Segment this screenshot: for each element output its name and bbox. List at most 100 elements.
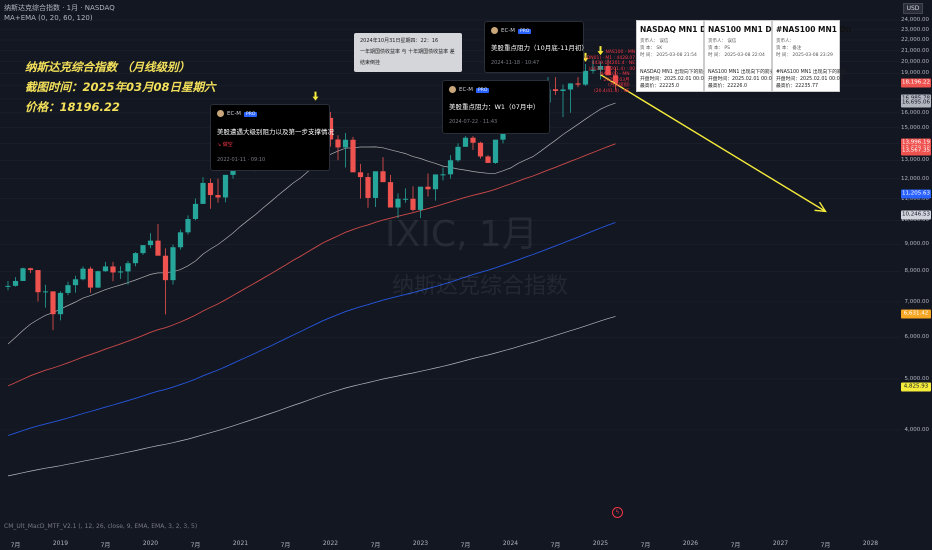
x-tick-label: 2020 [142,540,159,547]
candle [57,292,64,315]
price-tag: 18,196.22 [901,78,931,88]
candle [132,253,139,264]
panel-body: 最高价：22226.0 [708,84,748,89]
y-tick-label: 4,000.00 [904,427,930,433]
alert-panel-hash-nas100[interactable]: #NAS100 MN1 Dn 货币人： 资 本： 备注 时 间： 2025-03… [772,20,851,92]
red-annotation-line: (DN01) · M1 : 4428.07 [585,55,636,61]
candle [35,270,41,293]
candle [215,195,221,198]
symbol-watermark: IXIC, 1月 [385,214,538,255]
candle [560,89,566,91]
candle [147,240,154,246]
candle [395,198,401,208]
symbol-watermark-sub: 纳斯达克综合指数 [392,274,569,299]
y-tick-label: 5,000.00 [904,375,930,382]
panel-body: 开盘时间：2025.02.01 00:00 [640,77,707,82]
candle [12,280,19,286]
callout-timestamp: 2024-07-22 · 11:43 [449,119,498,125]
candle [102,266,109,272]
red-annotation-line: NAS100 - MN [600,72,630,77]
candle [365,177,371,198]
x-tick-label: 7月 [640,542,651,549]
red-annotation-1: NAS100 - MN (DN01) · M1 : 4428.07 4439.1… [585,50,635,72]
price-tag: 11,205.63 [901,189,931,199]
candle [335,139,341,148]
candle [350,139,356,173]
price-tag: 13,996.19 [901,138,931,148]
yield-curve-note[interactable]: 2024年10月31日星期四：22：16 一年期国债收益率 与 十年期国债收益率… [354,33,462,72]
symbol-header: 纳斯达克综合指数 · 1月 · NASDAQ MA+EMA (0, 20, 60… [4,3,115,23]
symbol-line: 纳斯达克综合指数 · 1月 · NASDAQ [4,4,115,12]
chart-grid [0,19,900,431]
panel-title: #NAS100 MN1 Dn [776,25,852,34]
lightning-icon[interactable]: ϟ [612,507,623,518]
idea-callout-1[interactable]: EC-M PRO 美股遭遇大级别阻力以及第一步支撑情况 ↘ 做空 2022-01-… [210,104,334,171]
panel-title: NASDAQ MN1 Dn [640,25,712,34]
ma120-line [7,222,616,436]
candle [65,285,71,293]
alert-panel-nas100[interactable]: NAS100 MN1 Dn 货币人： 误信 资 本： PS 时 间： 2025-… [704,20,777,92]
note-line-2: 一年期国债收益率 与 十年期国债收益率 差 [360,49,455,55]
y-tick-label: 15,000.00 [901,124,929,131]
candle [200,182,206,204]
callout-body: 美股重点阻力（10月底-11月初） [491,44,588,52]
red-annotation-line: 4439.1/4201.4 · NE [591,61,636,66]
red-annotation-line: (20.4/41.8) : NE [594,88,630,94]
candle [342,139,349,148]
pro-badge: PRO [244,112,258,117]
idea-callout-2[interactable]: EC-M PRO 美股重点阻力：W1（07月中） 2024-07-22 · 11:… [442,80,550,134]
macd-indicator-label[interactable]: CM_Ult_MacD_MTF_V2.1 (, 12, 26, close, 9… [4,523,198,530]
candle [207,182,214,196]
currency-badge[interactable]: USD [903,3,923,14]
candle [357,172,364,178]
title-block: 纳斯达克综合指数 （月线级别） 截图时间：2025年03月08日星期六 价格：1… [25,57,216,117]
y-tick-label: 23,000.00 [901,26,929,33]
candle [222,174,229,198]
x-tick-label: 7月 [730,542,741,549]
panel-body: NAS100 MN1 出现向下的箭头 [708,70,775,75]
candle [597,66,604,70]
y-tick-label: 6,000.00 [904,334,930,341]
x-tick-label: 2025 [592,540,609,547]
y-tick-label: 10,000.00 [901,217,929,224]
note-line-3: 结束倒挂 [360,60,381,66]
red-annotation-line: 2025年03月 [603,77,630,83]
x-tick-label: 2027 [772,540,789,547]
author-name: EC-M [459,87,474,93]
y-tick-label: 20,000.00 [901,58,929,65]
panel-meta: 时 间： 2025-03-08 23:29 [776,53,833,58]
down-arrow-icon [582,52,589,62]
alert-panel-nasdaq[interactable]: NASDAQ MN1 Dn 货币人： 误信 资 本： SK 时 间： 2025-… [636,20,712,92]
price-tag: 4,825.93 [901,382,931,392]
avatar [491,27,498,34]
author-name: EC-M [501,28,516,34]
candle [417,186,424,210]
panel-body: 最高价：22225.0 [640,84,680,89]
candle [567,83,574,90]
x-tick-label: 7月 [280,542,291,549]
y-tick-label: 13,000.00 [901,157,929,164]
callout-timestamp: 2024-11-18 · 10:47 [491,60,540,66]
idea-callout-3[interactable]: EC-M PRO 美股重点阻力（10月底-11月初） 2024-11-18 · 1… [484,21,588,73]
short-tag: ↘ 做空 [217,142,233,148]
pro-badge: PRO [518,29,532,34]
callout-timestamp: 2022-01-11 · 09:10 [217,157,266,163]
candle [440,174,446,176]
candle [387,182,394,208]
candle [87,268,94,288]
x-tick-label: 7月 [370,542,381,549]
x-tick-label: 7月 [460,542,471,549]
x-tick-label: 7月 [820,542,831,549]
candle [27,268,34,271]
x-tick-label: 7月 [100,542,111,549]
y-tick-label: 12,000.00 [901,175,929,182]
red-annotation-2: NAS100 - MN 2025年03月 (月线级别) (20.4/41.8) … [594,72,630,94]
candle [155,240,161,256]
panel-meta: 资 本： SK [640,46,663,51]
y-tick-label: 22,000.00 [901,36,929,43]
candle [42,291,49,293]
x-tick-label: 7月 [10,542,21,549]
panel-meta: 货币人： 误信 [708,39,737,44]
down-arrow-icon [597,46,604,56]
candle [72,279,79,286]
